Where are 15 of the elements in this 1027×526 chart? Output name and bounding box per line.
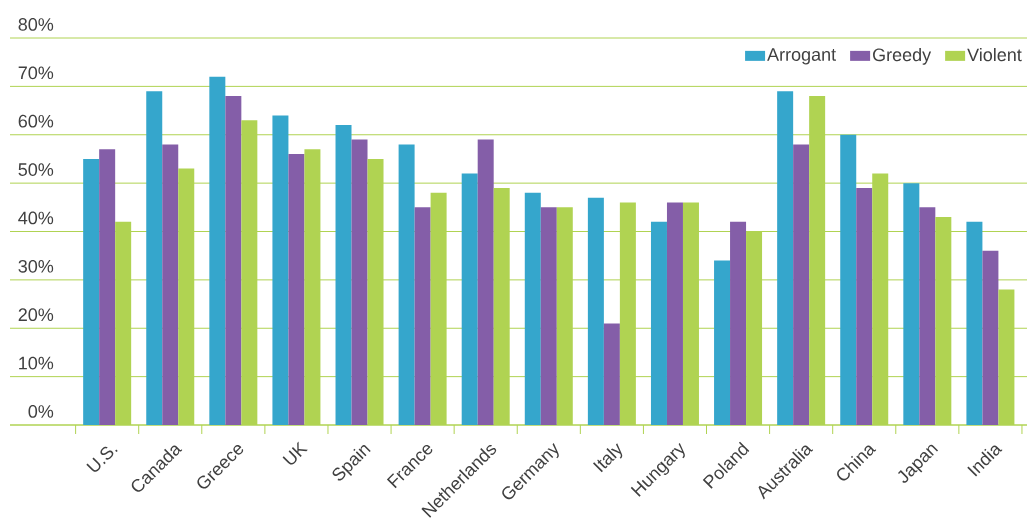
- legend-label: Greedy: [873, 47, 932, 65]
- y-tick-label: 60%: [18, 114, 54, 128]
- y-tick-label: 70%: [18, 66, 54, 80]
- x-tick-label: Italy: [592, 443, 623, 473]
- legend-label: Violent: [967, 47, 1022, 62]
- x-tick-label: U.S.: [86, 446, 118, 472]
- y-tick-label: 0%: [28, 405, 54, 418]
- legend-label: Arrogant: [767, 48, 836, 65]
- y-tick-label: 20%: [18, 308, 54, 322]
- y-tick-label: 50%: [18, 163, 54, 176]
- x-tick-label: UK: [282, 441, 308, 465]
- y-tick-label: 40%: [18, 211, 54, 225]
- y-tick-label: 30%: [18, 259, 54, 273]
- y-tick-label: 10%: [19, 356, 54, 370]
- y-tick-label: 80%: [18, 18, 54, 31]
